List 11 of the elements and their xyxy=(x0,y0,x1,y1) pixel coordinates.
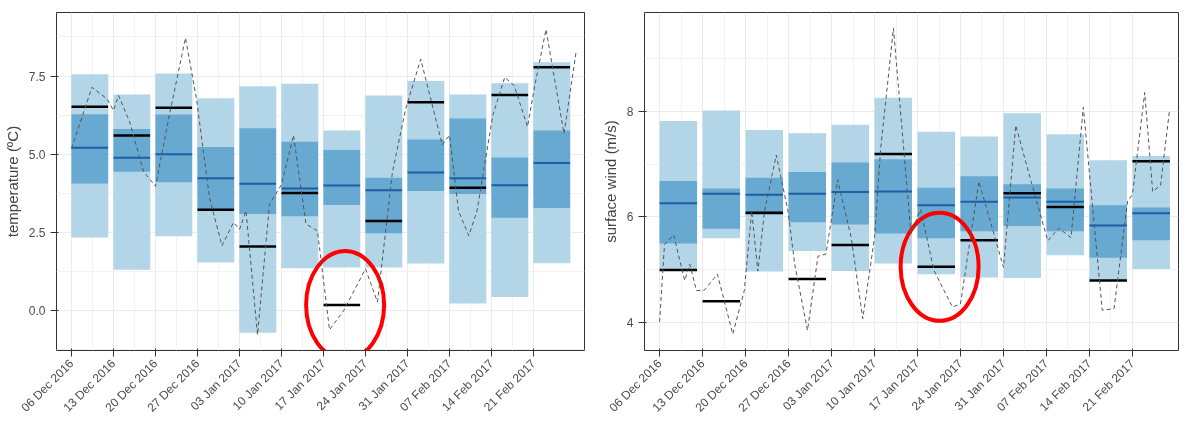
y-tick-label: 4 xyxy=(626,316,634,331)
y-tick-label: 0.0 xyxy=(28,304,46,319)
line-series xyxy=(71,28,577,336)
y-axis-title: temperature (ºC) xyxy=(3,125,21,238)
y-axis-title: surface wind (m/s) xyxy=(601,120,619,243)
y-tick-label: 6 xyxy=(626,210,634,225)
y-tick-label: 2.5 xyxy=(28,226,46,241)
y-tick-label: 8 xyxy=(626,104,634,119)
y-tick-label: 7.5 xyxy=(28,69,46,84)
line-series xyxy=(659,27,1170,335)
y-tick-label: 5.0 xyxy=(28,147,46,162)
